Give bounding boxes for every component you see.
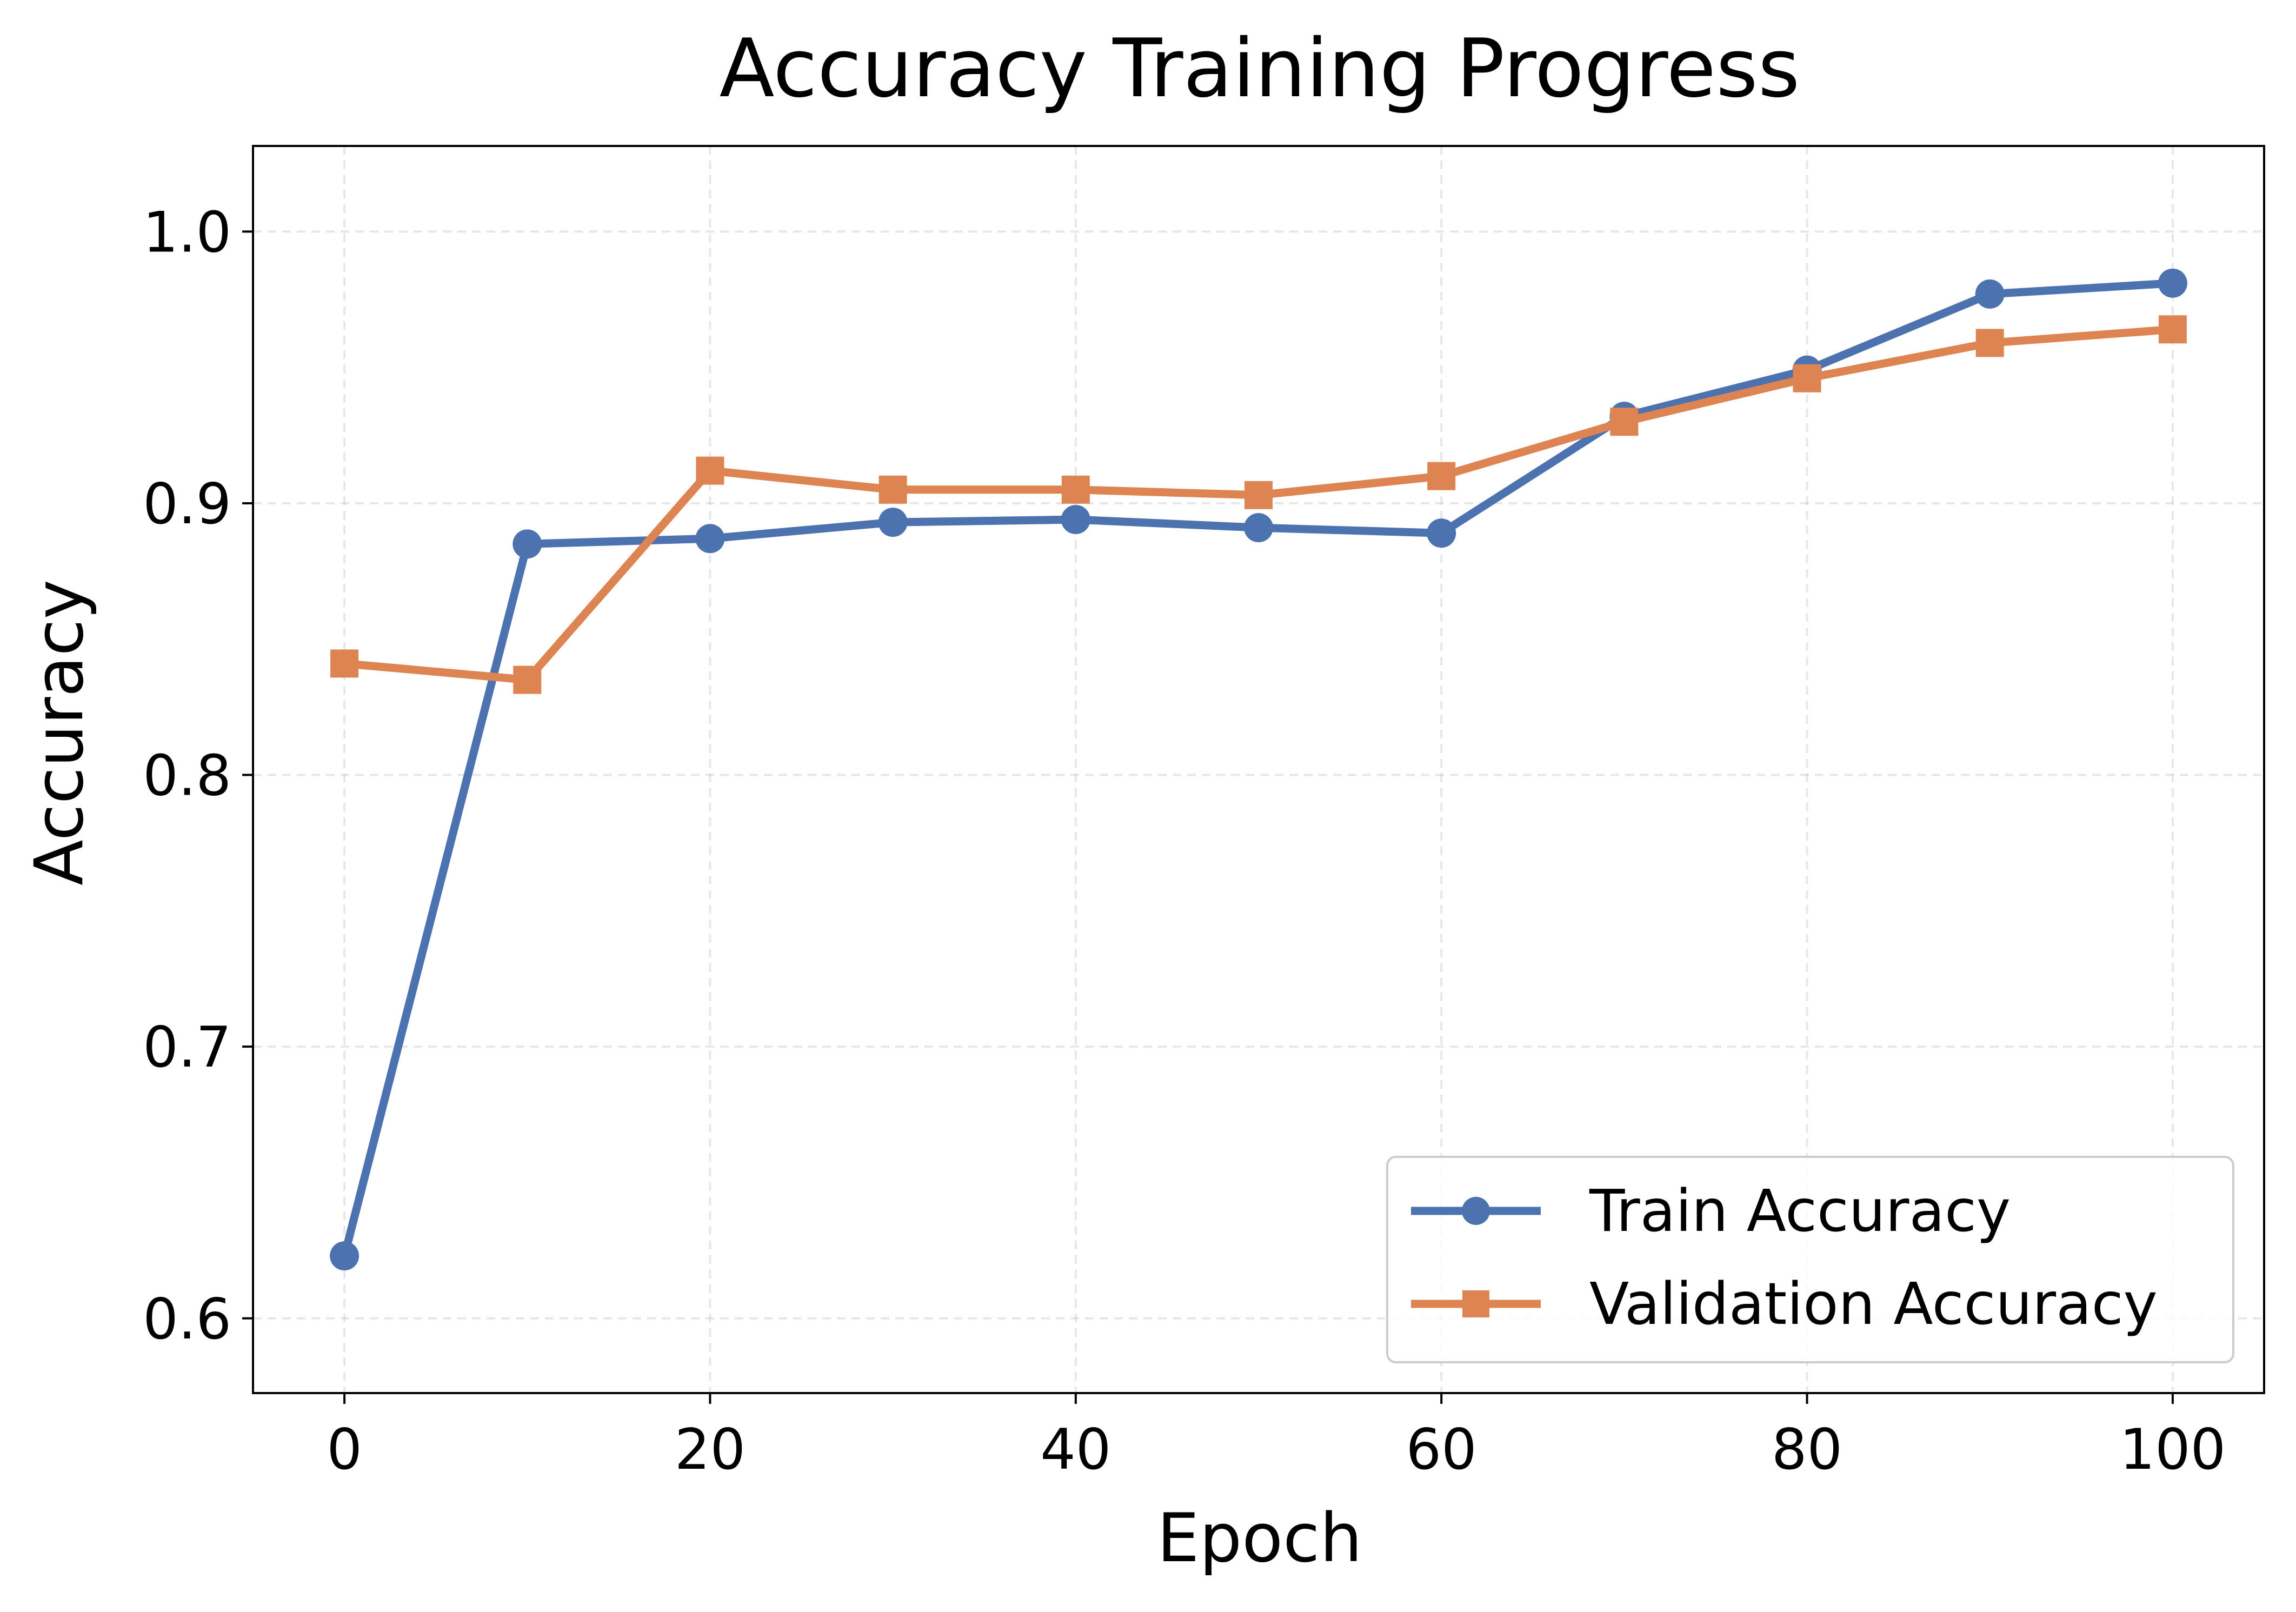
x-tick-label: 40 [1040, 1417, 1111, 1482]
legend-label-train: Train Accuracy [1589, 1178, 2011, 1245]
data-point-validation-accuracy [696, 456, 724, 485]
data-point-validation-accuracy [513, 665, 542, 694]
legend-item-validation: Validation Accuracy [1411, 1271, 2158, 1338]
legend: Train Accuracy Validation Accuracy [1386, 1156, 2234, 1363]
x-axis-label: Epoch [1157, 1500, 1362, 1577]
y-tick-label: 0.7 [143, 1015, 231, 1080]
legend-marker-validation [1462, 1290, 1489, 1317]
y-tick-label: 1.0 [143, 200, 231, 265]
x-tick-label: 60 [1406, 1417, 1477, 1482]
legend-box [1386, 1156, 2234, 1363]
legend-label-validation: Validation Accuracy [1589, 1271, 2158, 1338]
data-point-validation-accuracy [1793, 364, 1821, 392]
data-point-train-accuracy [1061, 505, 1090, 535]
series-group [330, 268, 2187, 1271]
data-point-train-accuracy [695, 524, 725, 554]
y-tick-label: 0.6 [143, 1287, 231, 1352]
data-point-train-accuracy [1975, 279, 2005, 309]
data-point-validation-accuracy [1061, 475, 1090, 504]
axis-ticks: 0 20 40 60 80 100 0.6 0.7 0.8 0.9 1.0 [143, 200, 2226, 1482]
data-point-validation-accuracy [1975, 329, 2004, 357]
plot-area-frame [252, 145, 2265, 1394]
data-point-validation-accuracy [879, 475, 907, 504]
series-validation-accuracy [330, 315, 2187, 694]
data-point-train-accuracy [513, 529, 542, 559]
x-tick-label: 100 [2120, 1417, 2226, 1482]
legend-item-train: Train Accuracy [1411, 1178, 2011, 1245]
x-tick-label: 0 [327, 1417, 362, 1482]
data-point-validation-accuracy [1610, 408, 1639, 436]
x-tick-label: 20 [675, 1417, 746, 1482]
legend-marker-train [1462, 1197, 1490, 1225]
y-tick-label: 0.9 [143, 472, 231, 537]
x-tick-label: 80 [1772, 1417, 1842, 1482]
data-point-train-accuracy [1244, 513, 1273, 543]
y-tick-label: 0.8 [143, 744, 231, 809]
data-point-validation-accuracy [2158, 315, 2187, 344]
data-point-train-accuracy [2158, 268, 2187, 298]
y-axis-label: Accuracy [21, 579, 98, 885]
data-point-validation-accuracy [1245, 481, 1273, 509]
data-point-validation-accuracy [1427, 462, 1456, 490]
data-point-validation-accuracy [330, 649, 359, 678]
data-point-train-accuracy [330, 1241, 360, 1271]
data-point-train-accuracy [1427, 518, 1456, 548]
data-point-train-accuracy [878, 508, 908, 537]
chart-title: Accuracy Training Progress [720, 22, 1800, 116]
